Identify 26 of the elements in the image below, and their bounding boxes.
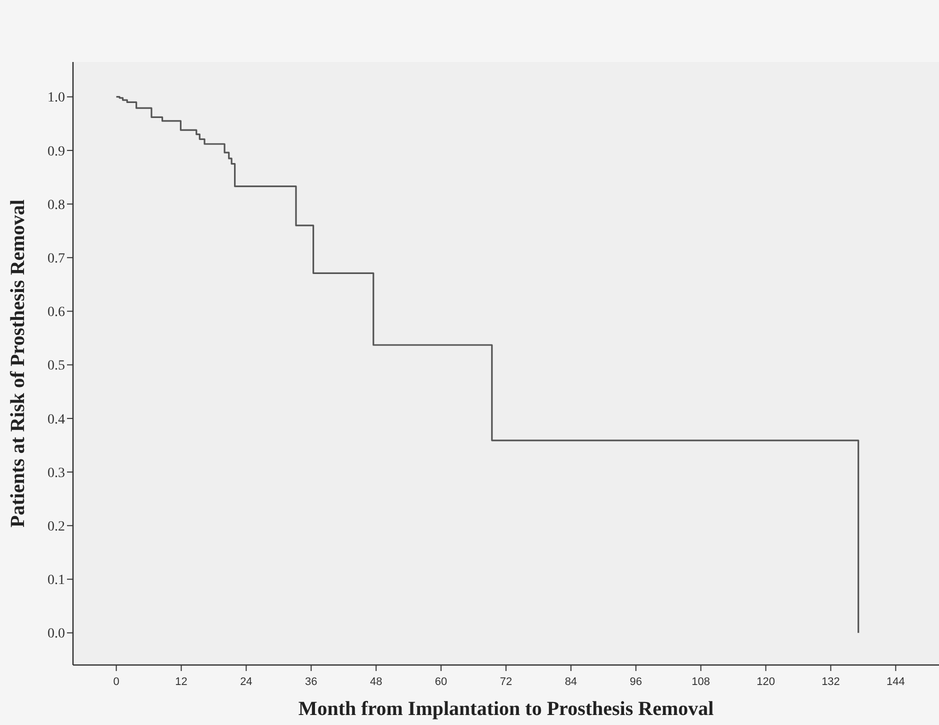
y-tick-label: 0.2 bbox=[48, 520, 65, 535]
x-axis-title: Month from Implantation to Prosthesis Removal bbox=[298, 698, 714, 720]
x-tick-label: 84 bbox=[564, 676, 578, 688]
y-tick-label: 0.4 bbox=[48, 412, 65, 428]
x-tick-label: 12 bbox=[175, 676, 188, 688]
y-tick-label: 0.5 bbox=[48, 358, 65, 374]
y-tick-label: 0.9 bbox=[48, 144, 65, 160]
x-tick-label: 0 bbox=[113, 676, 120, 688]
y-tick-label: 0.0 bbox=[48, 626, 65, 642]
x-tick-label: 96 bbox=[630, 676, 642, 688]
x-tick-label: 24 bbox=[240, 676, 252, 688]
x-tick-label: 144 bbox=[886, 676, 905, 688]
y-axis-title: Patients at Risk of Prosthesis Removal bbox=[7, 199, 29, 528]
x-tick-label: 48 bbox=[370, 676, 382, 688]
y-tick-label: 0.6 bbox=[48, 305, 65, 320]
x-tick-label: 120 bbox=[756, 676, 775, 688]
y-tick-label: 0.1 bbox=[48, 573, 65, 588]
x-tick-label: 72 bbox=[500, 676, 512, 688]
x-tick-label: 132 bbox=[822, 676, 840, 688]
x-tick-label: 108 bbox=[692, 676, 710, 688]
y-tick-label: 0.8 bbox=[48, 198, 65, 213]
y-tick-label: 1.0 bbox=[48, 90, 65, 106]
y-tick-label: 0.7 bbox=[48, 252, 65, 267]
x-tick-label: 60 bbox=[434, 676, 448, 688]
y-tick-label: 0.3 bbox=[48, 466, 65, 481]
x-tick-label: 36 bbox=[305, 676, 318, 688]
